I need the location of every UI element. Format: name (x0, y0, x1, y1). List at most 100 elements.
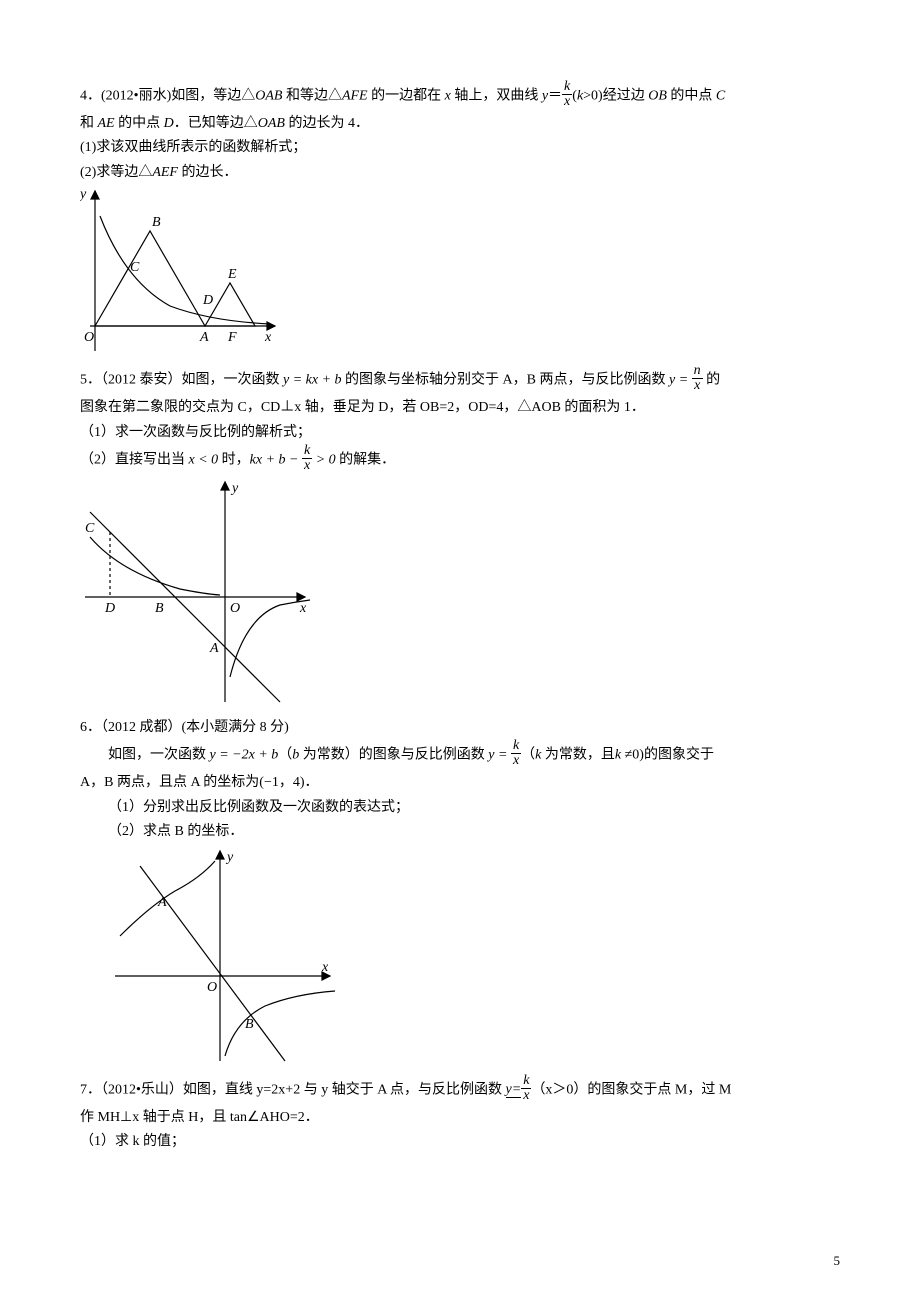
p6-figure: y A O x B (110, 846, 340, 1066)
p5-lbl-C: C (85, 521, 95, 536)
p4-q2b: 的边长． (178, 165, 238, 180)
problem-7: 7．（2012•乐山）如图，直线 y=2x+2 与 y 轴交于 A 点，与反比例… (80, 1076, 840, 1154)
p5-q2c: 的解集． (336, 453, 396, 468)
p6-frac: kx (511, 739, 521, 768)
p4-num: 4． (80, 89, 101, 104)
p7-num: 7． (80, 1082, 101, 1097)
p4-lbl-F: F (227, 330, 237, 345)
p4-l2d: 的边长为 4． (285, 116, 369, 131)
p4-t1: 如图，等边△ (171, 89, 255, 104)
p6-q2: （2）求点 B 的坐标． (80, 821, 840, 843)
problem-4: 4．(2012•丽水)如图，等边△OAB 和等边△AFE 的一边都在 x 轴上，… (80, 82, 840, 356)
p6-lbl-x: x (321, 960, 329, 975)
p7-b: （x＞0）的图象交于点 M，过 M (531, 1082, 731, 1097)
p4-l2a: 和 (80, 116, 98, 131)
p6-lbl-O: O (207, 980, 217, 995)
p4-q1: (1)求该双曲线所表示的函数解析式； (80, 137, 840, 159)
p5-eq2e: = (675, 373, 691, 388)
p4-source: (2012•丽水) (101, 89, 171, 104)
problem-6: 6．（2012 成都）(本小题满分 8 分) 如图，一次函数 y = −2x +… (80, 717, 840, 1066)
p5-frac: nx (692, 364, 703, 393)
p4-t3: 的一边都在 (368, 89, 445, 104)
p7-q1: （1）求 k 的值； (80, 1131, 840, 1153)
p4-tri2: AFE (342, 89, 368, 104)
p5-source: （2012 泰安） (101, 373, 182, 388)
p4-lbl-y: y (80, 187, 87, 202)
p5-lbl-O: O (230, 601, 240, 616)
p5-line2: 图象在第二象限的交点为 C，CD⊥x 轴，垂足为 D，若 OB=2，OD=4，△… (80, 397, 840, 419)
p6-l1b: （ (278, 748, 292, 763)
p4-line2: 和 AE 的中点 D．已知等边△OAB 的边长为 4． (80, 113, 840, 135)
p5-lbl-A: A (209, 641, 219, 656)
p6-l1a: 如图，一次函数 (108, 748, 210, 763)
p4-t7: 的中点 (667, 89, 716, 104)
p4-lbl-A: A (199, 330, 209, 345)
p5-q2a: （2）直接写出当 (80, 453, 189, 468)
p4-tri3: OAB (258, 116, 285, 131)
p4-t2: 和等边△ (282, 89, 342, 104)
page-number: 5 (834, 1251, 841, 1272)
problem-5: 5．（2012 泰安）如图，一次函数 y = kx + b 的图象与坐标轴分别交… (80, 366, 840, 707)
p6-fn: k (511, 739, 521, 754)
p7-line1: 7．（2012•乐山）如图，直线 y=2x+2 与 y 轴交于 A 点，与反比例… (80, 1076, 840, 1105)
p6-lbl-A: A (157, 895, 167, 910)
p4-tri1: OAB (255, 89, 282, 104)
p5-a: 如图，一次函数 (182, 373, 284, 388)
p4-lbl-D: D (202, 293, 213, 308)
p7-a: 如图，直线 y=2x+2 与 y 轴交于 A 点，与反比例函数 (183, 1082, 506, 1097)
p4-eq: ＝ (548, 89, 562, 104)
p6-line2: A，B 两点，且点 A 的坐标为(−1，4)． (80, 772, 840, 794)
p6-eq1: y = −2x + b (210, 748, 279, 763)
p5-q1: （1）求一次函数与反比例的解析式； (80, 422, 840, 444)
p5-cond: x < 0 (189, 453, 219, 468)
p6-l1d: （ (521, 748, 535, 763)
p7-frac: kx (521, 1074, 531, 1103)
p6-sub: (本小题满分 8 分) (182, 720, 289, 735)
p5-b: 的图象与坐标轴分别交于 A，B 两点，与反比例函数 (342, 373, 669, 388)
p6-line1: 如图，一次函数 y = −2x + b（b 为常数）的图象与反比例函数 y = … (80, 741, 840, 770)
p4-q2tri: AEF (152, 165, 178, 180)
p5-q2b: 时， (218, 453, 250, 468)
p5-num: 5． (80, 373, 101, 388)
p4-lbl-C: C (130, 260, 140, 275)
p5-expr-b: > 0 (312, 453, 335, 468)
p5-q2: （2）直接写出当 x < 0 时，kx + b − kx > 0 的解集． (80, 446, 840, 475)
p6-l1c: 为常数）的图象与反比例函数 (299, 748, 488, 763)
p6-q1: （1）分别求出反比例函数及一次函数的表达式； (80, 797, 840, 819)
p4-lbl-B: B (152, 215, 161, 230)
p4-frac-den: x (562, 95, 572, 109)
p4-d: D (164, 116, 174, 131)
p4-ae: AE (98, 116, 115, 131)
p4-t4: 轴上，双曲线 (451, 89, 542, 104)
p5-figure: y C D B O A x (80, 477, 320, 707)
p4-c: C (716, 89, 725, 104)
p6-l1e: 为常数，且 (541, 748, 615, 763)
p5-lbl-D: D (104, 601, 115, 616)
p5-expr-a: kx + b − (250, 453, 302, 468)
p4-l2c: ．已知等边△ (174, 116, 258, 131)
p4-frac: kx (562, 80, 572, 109)
p4-q2a: (2)求等边△ (80, 165, 152, 180)
p5-line1: 5．（2012 泰安）如图，一次函数 y = kx + b 的图象与坐标轴分别交… (80, 366, 840, 395)
p5-lbl-y: y (230, 481, 239, 496)
p7-fn: k (521, 1074, 531, 1089)
p7-fd: x (521, 1089, 531, 1103)
p6-source: （2012 成都） (101, 720, 182, 735)
p6-lbl-B: B (245, 1017, 254, 1032)
p5-eq1: y = kx + b (283, 373, 342, 388)
p5-lbl-B: B (155, 601, 164, 616)
p6-eq2e: = (495, 748, 511, 763)
p7-lhs: y= (506, 1082, 522, 1098)
p5-fn: n (692, 364, 703, 379)
p6-num: 6． (80, 720, 101, 735)
p6-lbl-y: y (225, 850, 234, 865)
document-page: 4．(2012•丽水)如图，等边△OAB 和等边△AFE 的一边都在 x 轴上，… (0, 0, 920, 1302)
p5-f2d: x (302, 459, 312, 473)
p4-line1: 4．(2012•丽水)如图，等边△OAB 和等边△AFE 的一边都在 x 轴上，… (80, 82, 840, 111)
p4-lbl-E: E (227, 267, 237, 282)
p6-l1f: ≠0)的图象交于 (621, 748, 714, 763)
p5-lbl-x: x (299, 601, 307, 616)
p5-f2n: k (302, 444, 312, 459)
p4-figure: y B C E D O A F x (80, 186, 280, 356)
p4-ob: OB (648, 89, 667, 104)
